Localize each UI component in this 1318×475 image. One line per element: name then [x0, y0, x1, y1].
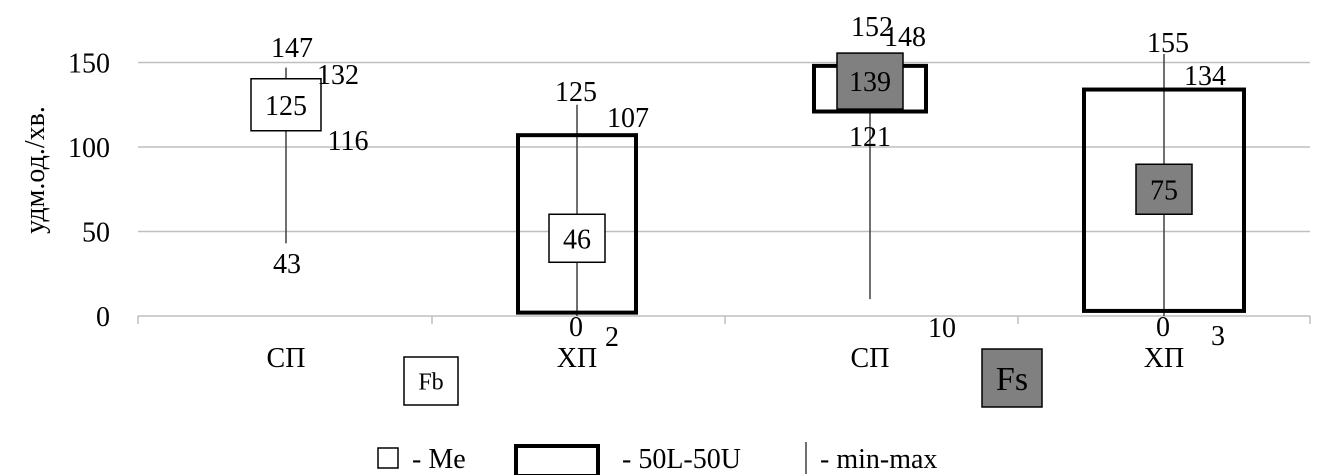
min-label: 0	[569, 312, 583, 343]
legend: - Me - 50L-50U - min-max	[377, 442, 937, 475]
y-tick-label: 50	[82, 218, 110, 249]
x-tick-label: ХП	[557, 343, 597, 374]
median-label: 75	[1150, 175, 1178, 206]
iqr-box	[516, 133, 638, 315]
min-label: 0	[1156, 312, 1170, 343]
q3-label: 132	[317, 60, 359, 91]
x-tick-label: ХП	[1144, 343, 1184, 374]
max-label: 152	[851, 12, 893, 43]
median-marker	[1135, 163, 1193, 215]
value-labels: 1251471321164346125107201391521481211075…	[265, 12, 1226, 353]
x-tick-label: СП	[267, 343, 306, 374]
group-badge	[981, 348, 1043, 408]
q1-label: 116	[328, 126, 369, 157]
median-label: 46	[563, 224, 591, 255]
legend-box-label: - 50L-50U	[622, 444, 741, 475]
y-tick-label: 150	[68, 49, 110, 80]
max-label: 125	[555, 77, 597, 108]
median-label: 125	[265, 91, 307, 122]
legend-line-label: - min-max	[820, 444, 937, 475]
q3-label: 107	[607, 103, 649, 134]
x-tick-label: СП	[851, 343, 890, 374]
q3-label: 148	[884, 22, 926, 53]
legend-median-symbol	[377, 447, 399, 469]
q1-label: 121	[849, 122, 891, 153]
legend-median-label: - Me	[412, 444, 466, 475]
group-badge-label: Fb	[418, 370, 443, 396]
group-badge	[403, 356, 459, 406]
legend-box-symbol	[514, 444, 600, 475]
max-label: 147	[271, 33, 313, 64]
iqr-box	[1082, 87, 1246, 313]
median-marker	[836, 52, 904, 110]
group-badge-label: Fs	[996, 361, 1028, 398]
median-marker	[250, 78, 322, 132]
min-label: 10	[928, 313, 956, 344]
y-tick-label: 0	[96, 302, 110, 333]
grid-lines	[138, 61, 1310, 233]
boxes	[250, 52, 1246, 316]
min-label: 43	[273, 249, 301, 280]
y-axis-label: удм.од./хв.	[20, 106, 51, 234]
y-tick-label: 100	[68, 133, 110, 164]
median-marker	[548, 213, 606, 264]
q1-label: 2	[605, 322, 619, 353]
q1-label: 3	[1211, 321, 1225, 352]
median-label: 139	[849, 67, 891, 98]
q3-label: 134	[1184, 61, 1226, 92]
max-label: 155	[1147, 28, 1189, 59]
